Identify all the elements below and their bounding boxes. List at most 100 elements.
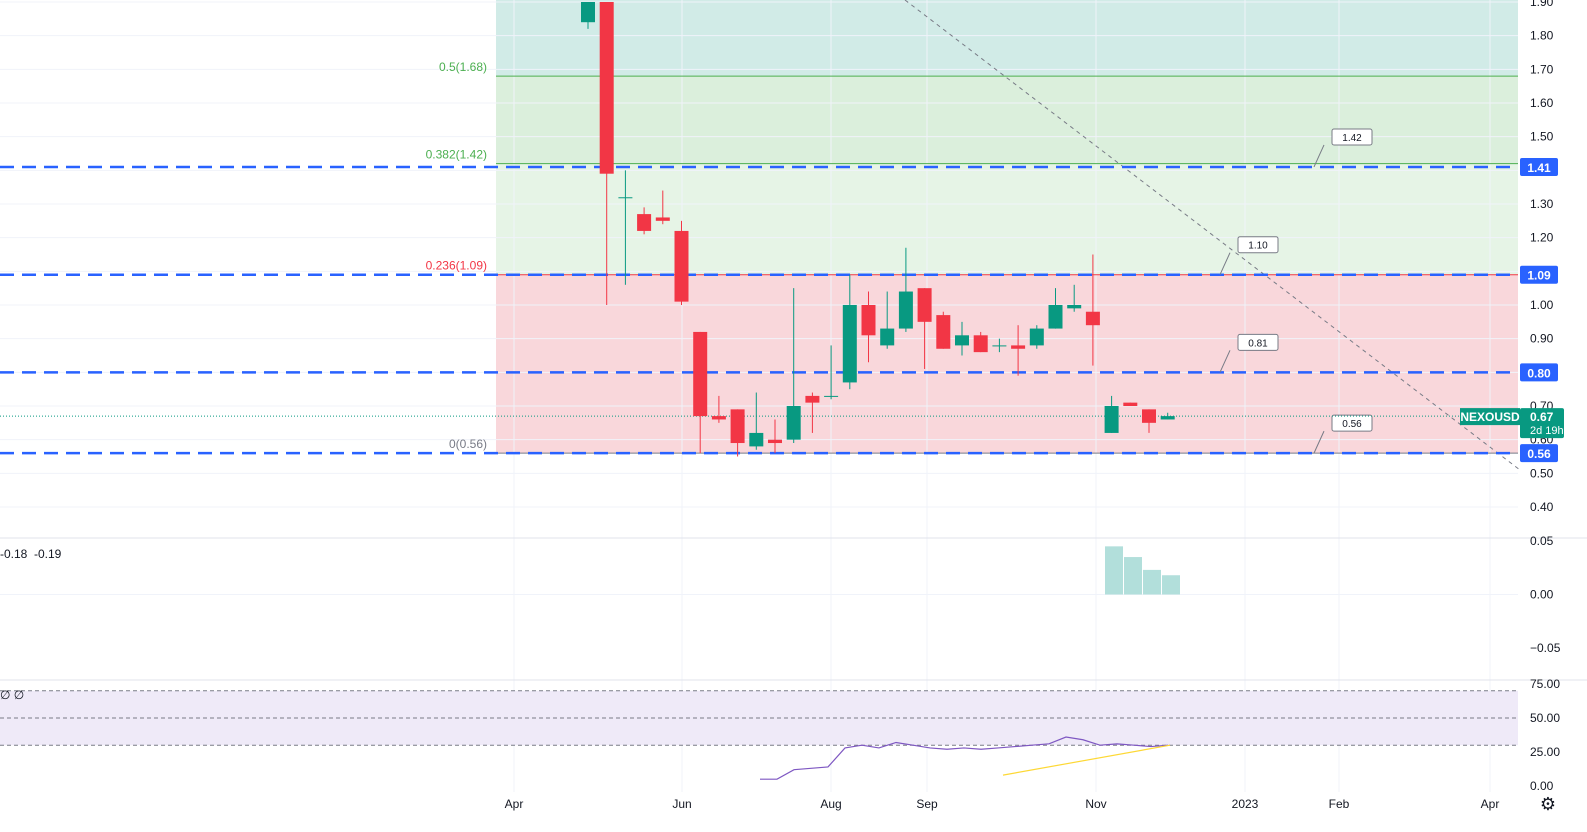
oscillator-bar xyxy=(1162,575,1180,595)
y-tick-label: 1.30 xyxy=(1530,197,1554,211)
level-price-badge xyxy=(1520,363,1558,382)
candle-body xyxy=(693,331,708,417)
x-tick-label: Apr xyxy=(505,797,524,811)
fib-label: 0.5(1.68) xyxy=(439,60,487,74)
candle-body xyxy=(749,432,764,447)
oscillator-legend-value-2: -0.19 xyxy=(34,547,62,561)
candle-body xyxy=(599,2,614,174)
oscillator-legend-value-1: -0.18 xyxy=(0,547,28,561)
candle-body xyxy=(711,416,726,420)
price-axis: 1.901.801.701.601.501.301.201.000.900.70… xyxy=(1530,0,1561,793)
fib-label: 0.236(1.09) xyxy=(426,259,487,273)
fib-label: 0(0.56) xyxy=(449,437,487,451)
oscillator-bar xyxy=(1124,557,1142,595)
y-tick-label: 0.50 xyxy=(1530,466,1554,480)
callout-box xyxy=(1331,414,1373,432)
y-tick-label: 1.80 xyxy=(1530,29,1554,43)
rsi-line xyxy=(760,736,1169,780)
symbol-badge-label: NEXOUSD xyxy=(1460,410,1520,424)
callout-label: 0.81 xyxy=(1248,338,1268,349)
candle-body xyxy=(1029,328,1044,346)
candle-body xyxy=(1011,345,1026,349)
y-tick-label: 1.60 xyxy=(1530,96,1554,110)
oscillator-bar xyxy=(1143,569,1161,595)
fib-zone-0.5 xyxy=(496,76,1518,164)
callout-pointer xyxy=(1219,350,1231,373)
candles xyxy=(581,2,1175,457)
callout-pointer xyxy=(1313,144,1325,168)
candle-body xyxy=(655,217,670,221)
rsi-tick-label: 0.00 xyxy=(1530,779,1554,793)
x-tick-label: Jun xyxy=(672,797,691,811)
y-tick-label: 1.00 xyxy=(1530,298,1554,312)
osc-tick-label: 0.05 xyxy=(1530,534,1554,548)
candle-body xyxy=(1160,416,1175,420)
rsi-tick-label: 50.00 xyxy=(1530,711,1560,725)
callout-label: 0.56 xyxy=(1342,419,1362,430)
level-price-badge xyxy=(1520,157,1558,176)
candle-body xyxy=(1048,305,1063,329)
candle-body xyxy=(842,305,857,383)
y-tick-label: 1.20 xyxy=(1530,231,1554,245)
x-tick-label: Sep xyxy=(916,797,938,811)
x-tick-label: Nov xyxy=(1085,797,1106,811)
candle-body xyxy=(1085,311,1100,326)
settings-gear-icon[interactable]: ⚙ xyxy=(1540,794,1556,814)
candle-body xyxy=(1142,409,1156,423)
osc-tick-label: −0.05 xyxy=(1530,641,1561,655)
level-price-label: 1.09 xyxy=(1527,269,1551,283)
candle-body xyxy=(618,197,633,199)
current-price-value: 0.67 xyxy=(1530,410,1554,424)
trend-line xyxy=(904,0,1521,471)
fib-label: 0.382(1.42) xyxy=(426,148,487,162)
x-tick-label: Feb xyxy=(1329,797,1350,811)
level-price-badge xyxy=(1520,444,1558,463)
candle-body xyxy=(955,335,969,346)
candle-body xyxy=(637,214,652,231)
callout-pointer xyxy=(1313,430,1325,454)
candle-body xyxy=(581,2,595,23)
candle-body xyxy=(786,406,801,440)
fib-zone-top xyxy=(496,0,1518,77)
candle-body xyxy=(824,395,839,397)
rsi-legend: ∅ ∅ xyxy=(0,688,24,702)
callout-label: 1.10 xyxy=(1248,241,1268,252)
candle-body xyxy=(917,288,932,322)
candle-body xyxy=(768,439,782,444)
callout-box xyxy=(1331,128,1373,146)
rsi-tick-label: 25.00 xyxy=(1530,745,1560,759)
osc-tick-label: 0.00 xyxy=(1530,588,1554,602)
y-tick-label: 0.40 xyxy=(1530,500,1554,514)
candle-body xyxy=(730,409,745,444)
callout-pointer xyxy=(1219,252,1231,275)
time-axis: Apr Jun Aug Sep Nov 2023 Feb Apr xyxy=(505,797,1500,811)
candle-body xyxy=(880,328,895,346)
candle-body xyxy=(898,291,913,329)
candle-body xyxy=(1067,305,1082,309)
candle-body xyxy=(674,230,689,302)
candle-body xyxy=(805,395,820,403)
y-tick-label: 1.50 xyxy=(1530,130,1554,144)
rsi-signal-line xyxy=(1002,744,1171,776)
candle-body xyxy=(861,305,876,336)
callout-label: 1.42 xyxy=(1342,133,1362,144)
symbol-badge xyxy=(1460,408,1520,426)
candle-body xyxy=(936,315,951,349)
oscillator-bar xyxy=(1105,546,1123,595)
level-price-badge xyxy=(1520,265,1558,284)
x-tick-label: Aug xyxy=(820,797,841,811)
oscillator-bars xyxy=(1105,546,1180,595)
candle-body xyxy=(973,335,988,353)
level-price-label: 1.41 xyxy=(1527,161,1551,175)
current-price-badge xyxy=(1520,408,1564,439)
callout-box xyxy=(1237,333,1279,351)
callout-box xyxy=(1237,236,1279,254)
x-tick-label: Apr xyxy=(1481,797,1500,811)
y-tick-label: 0.90 xyxy=(1530,332,1554,346)
y-tick-label: 1.90 xyxy=(1530,0,1554,9)
level-price-label: 0.56 xyxy=(1527,447,1551,461)
y-tick-label: 1.70 xyxy=(1530,62,1554,76)
candle-body xyxy=(992,345,1007,347)
